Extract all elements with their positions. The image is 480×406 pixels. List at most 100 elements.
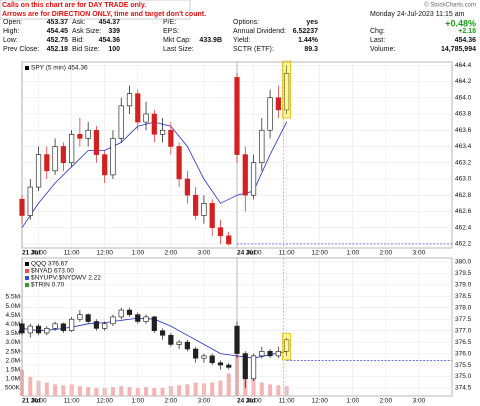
- candle-body: [259, 350, 265, 357]
- candle-body: [176, 146, 182, 180]
- y-tick-label: 464.4: [455, 62, 472, 69]
- x-tick-label: 1:00: [131, 398, 144, 405]
- volume-bar: [44, 382, 49, 396]
- field-value: 100: [108, 46, 120, 53]
- y-tick-label: 375.5: [455, 362, 472, 369]
- candle-body: [69, 318, 75, 331]
- x-tick-label: 21 Jul: [22, 398, 41, 405]
- candle-body: [184, 178, 190, 196]
- field-label: Ask:: [72, 19, 86, 26]
- field-label: Chg:: [370, 28, 385, 35]
- datetime: Monday 24-Jul-2023 11:15 am: [370, 11, 465, 18]
- field-label: Bid Size:: [72, 46, 100, 53]
- y-tick-label: 376.0: [455, 350, 472, 357]
- candle-body: [19, 198, 25, 216]
- candle-body: [250, 355, 257, 380]
- candle-body: [60, 323, 66, 331]
- volume-bar: [110, 387, 115, 396]
- candle-body: [93, 129, 100, 155]
- x-tick-label: 2:00: [165, 250, 178, 257]
- highlight-box: [282, 333, 292, 361]
- candle-body: [284, 339, 290, 352]
- field-value: 433.9B: [199, 37, 222, 44]
- volume-bar: [185, 384, 190, 396]
- y2-tick-label: 1.5M: [6, 367, 20, 374]
- field-label: SCTR (ETF):: [233, 46, 274, 53]
- candle-body: [168, 334, 174, 345]
- candle-body: [27, 186, 33, 216]
- candle-body: [35, 325, 42, 334]
- volume-bar: [193, 382, 198, 396]
- candle-body: [209, 355, 215, 364]
- y-tick-label: 376.5: [455, 339, 472, 346]
- y-tick-label: 462.4: [455, 224, 472, 231]
- y-tick-label: 379.5: [455, 270, 472, 277]
- legend-swatch: [25, 262, 29, 266]
- y-tick-label: 378.0: [455, 304, 472, 311]
- field-label: Yield:: [233, 37, 250, 44]
- x-tick-label: 10:00: [30, 250, 47, 257]
- field-value: 453.37: [47, 19, 69, 26]
- x-tick-label: 3:00: [413, 250, 426, 257]
- volume-bar: [28, 377, 33, 396]
- y-tick-label: 463.0: [455, 176, 472, 183]
- field-value: 14,785,994: [441, 46, 476, 53]
- volume-bar: [268, 384, 273, 396]
- candle-body: [226, 235, 232, 245]
- y-tick-label: 464.2: [455, 78, 472, 85]
- candle-body: [209, 203, 215, 228]
- y-tick-label: 379.0: [455, 282, 472, 289]
- candle-body: [259, 129, 265, 164]
- volume-bar: [127, 387, 132, 396]
- y2-tick-label: 4.0M: [6, 321, 20, 328]
- candle-body: [52, 146, 58, 172]
- field-label: Low:: [3, 37, 18, 44]
- field-label: Volume:: [370, 46, 395, 53]
- x-tick-label: 2:00: [165, 398, 178, 405]
- legend-entry: QQQ 376.67: [31, 261, 68, 268]
- candle-body: [85, 314, 91, 322]
- notice-line: Arrows are for DIRECTION ONLY, time and …: [2, 11, 206, 18]
- notice-line: Calls on this chart are for DAY TRADE on…: [2, 2, 146, 9]
- field-label: EPS:: [163, 28, 179, 35]
- volume-bar: [94, 387, 99, 396]
- candle-body: [217, 227, 224, 237]
- y-tick-label: 463.6: [455, 127, 472, 134]
- candle-body: [226, 364, 232, 368]
- legend-swatch: [25, 283, 29, 287]
- candle-body: [110, 138, 116, 176]
- candle-body: [135, 314, 141, 322]
- y2-tick-label: 500K: [5, 385, 21, 392]
- field-label: High:: [3, 28, 19, 35]
- candle-body: [77, 133, 83, 139]
- field-label: Options:: [233, 19, 259, 26]
- candle-body: [126, 93, 133, 107]
- legend-swatch: [25, 66, 29, 70]
- volume-bar: [226, 373, 231, 396]
- candle-body: [159, 129, 166, 135]
- candle-body: [126, 309, 133, 315]
- volume-bar: [152, 387, 157, 396]
- legend-entry: $NYUPV:$NYDWV 2.22: [31, 275, 101, 282]
- x-tick-label: 12:00: [312, 250, 329, 257]
- candle-body: [267, 97, 273, 131]
- x-tick-label: 11:00: [279, 398, 295, 405]
- candle-body: [184, 341, 190, 350]
- candle-body: [143, 113, 149, 123]
- candle-body: [69, 133, 75, 164]
- volume-bar: [210, 382, 215, 396]
- candle-body: [35, 154, 42, 188]
- field-label: Annual Dividend:: [233, 28, 286, 35]
- y2-tick-label: 3.5M: [6, 330, 20, 337]
- legend-entry: SPY (5 min) 454.36: [31, 65, 88, 72]
- x-tick-label: 11:00: [279, 250, 295, 257]
- y-tick-label: 378.5: [455, 293, 472, 300]
- x-tick-label: 12:00: [97, 250, 114, 257]
- candle-body: [193, 194, 199, 216]
- x-tick-label: 3:00: [198, 250, 211, 257]
- candle-body: [143, 316, 149, 322]
- field-value: 454.37: [99, 19, 121, 26]
- y-tick-label: 375.0: [455, 373, 472, 380]
- volume-bar: [53, 384, 58, 396]
- volume-bar: [218, 380, 223, 396]
